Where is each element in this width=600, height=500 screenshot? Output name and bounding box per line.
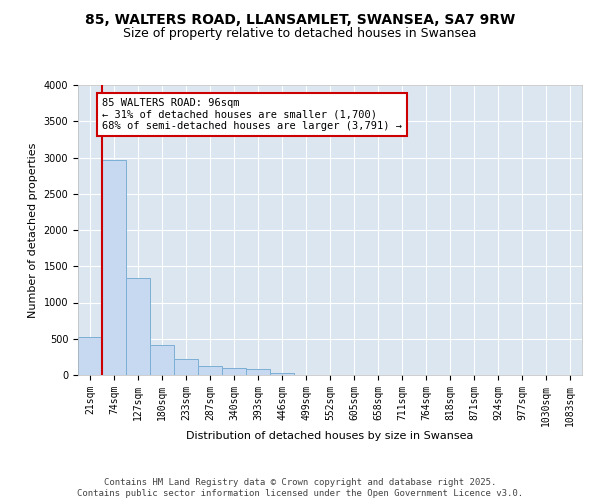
Bar <box>78 336 102 375</box>
Text: 85, WALTERS ROAD, LLANSAMLET, SWANSEA, SA7 9RW: 85, WALTERS ROAD, LLANSAMLET, SWANSEA, S… <box>85 12 515 26</box>
Bar <box>222 368 246 375</box>
Bar <box>246 369 270 375</box>
Y-axis label: Number of detached properties: Number of detached properties <box>28 142 38 318</box>
Text: 85 WALTERS ROAD: 96sqm
← 31% of detached houses are smaller (1,700)
68% of semi-: 85 WALTERS ROAD: 96sqm ← 31% of detached… <box>102 98 402 131</box>
X-axis label: Distribution of detached houses by size in Swansea: Distribution of detached houses by size … <box>187 432 473 442</box>
Bar <box>198 366 222 375</box>
Bar <box>270 373 294 375</box>
Text: Size of property relative to detached houses in Swansea: Size of property relative to detached ho… <box>123 28 477 40</box>
Bar <box>102 160 126 375</box>
Bar <box>126 278 150 375</box>
Bar <box>150 344 174 375</box>
Bar <box>174 359 198 375</box>
Text: Contains HM Land Registry data © Crown copyright and database right 2025.
Contai: Contains HM Land Registry data © Crown c… <box>77 478 523 498</box>
